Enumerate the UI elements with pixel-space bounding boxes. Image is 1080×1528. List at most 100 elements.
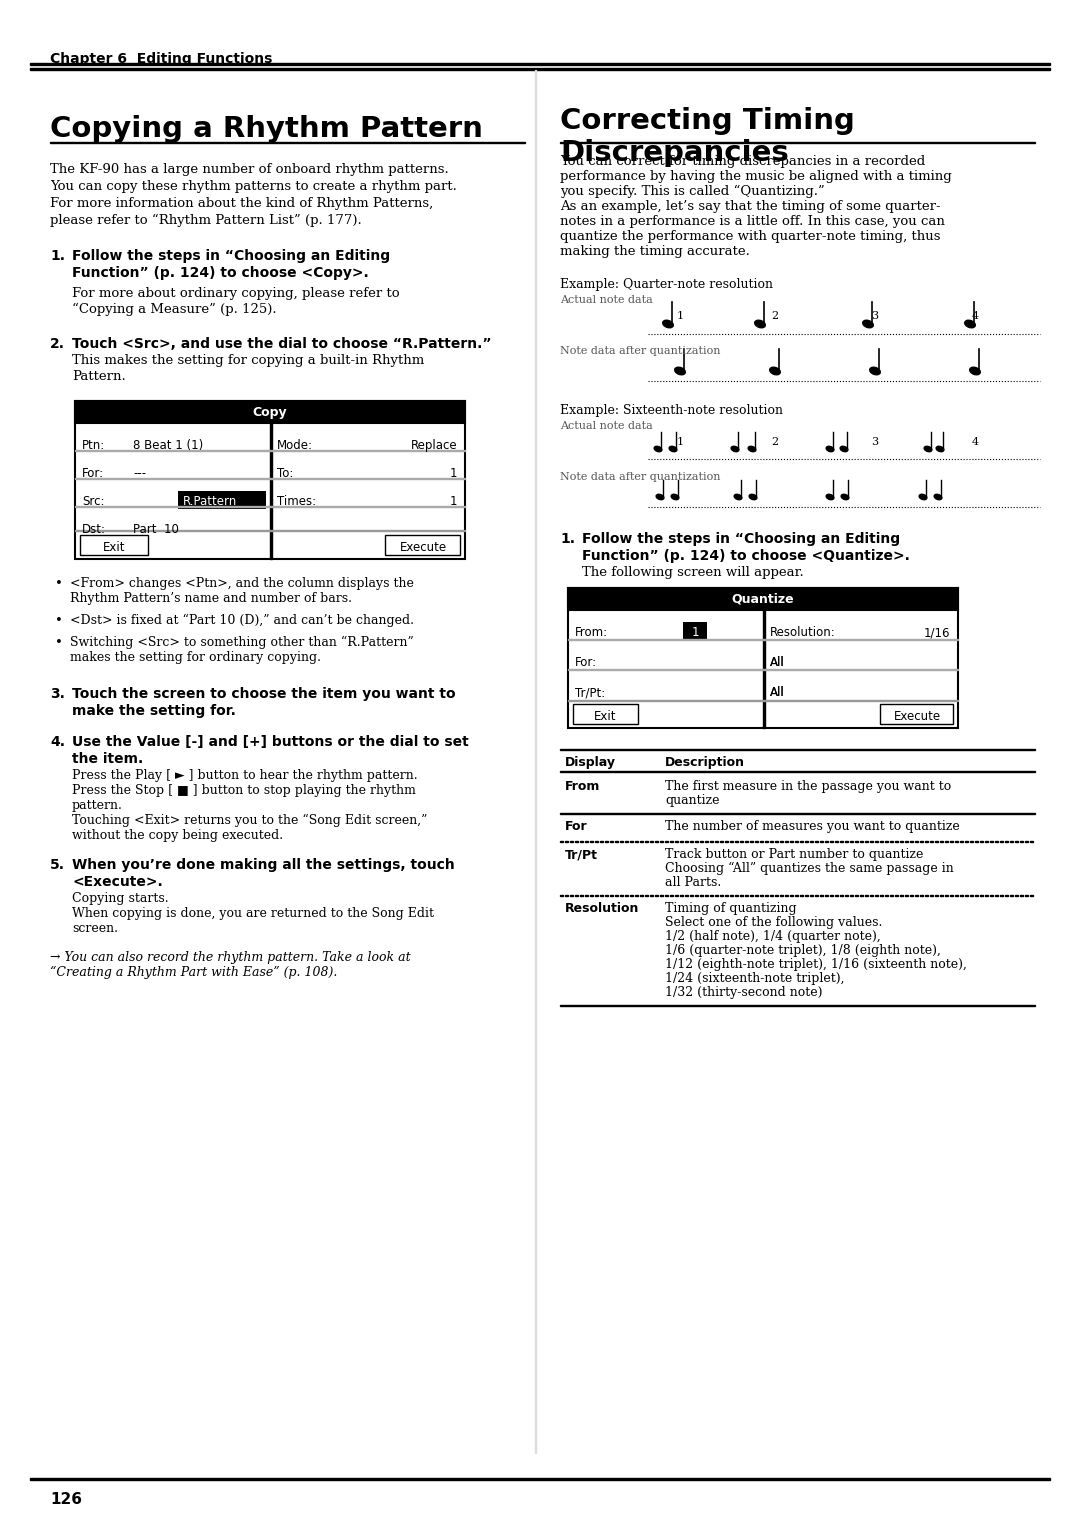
Text: Ptn:: Ptn: bbox=[82, 439, 105, 452]
Text: <Dst> is fixed at “Part 10 (D),” and can’t be changed.: <Dst> is fixed at “Part 10 (D),” and can… bbox=[70, 614, 414, 626]
Text: “Creating a Rhythm Part with Ease” (p. 108).: “Creating a Rhythm Part with Ease” (p. 1… bbox=[50, 966, 337, 979]
Text: Example: Sixteenth-note resolution: Example: Sixteenth-note resolution bbox=[561, 403, 783, 417]
Text: 1/16: 1/16 bbox=[923, 626, 950, 639]
Bar bbox=[75, 400, 465, 423]
Text: Resolution:: Resolution: bbox=[770, 626, 836, 639]
Text: 1/12 (eighth-note triplet), 1/16 (sixteenth note),: 1/12 (eighth-note triplet), 1/16 (sixtee… bbox=[665, 958, 967, 970]
Text: The following screen will appear.: The following screen will appear. bbox=[582, 565, 804, 579]
Ellipse shape bbox=[869, 367, 880, 374]
Text: <From> changes <Ptn>, and the column displays the: <From> changes <Ptn>, and the column dis… bbox=[70, 578, 414, 590]
Text: Tr/Pt: Tr/Pt bbox=[565, 848, 598, 860]
Ellipse shape bbox=[663, 321, 673, 329]
Bar bbox=[762, 610, 765, 727]
Bar bbox=[880, 704, 953, 724]
Ellipse shape bbox=[755, 321, 766, 329]
Text: Select one of the following values.: Select one of the following values. bbox=[665, 915, 882, 929]
Text: 2: 2 bbox=[771, 437, 779, 448]
Ellipse shape bbox=[670, 446, 677, 452]
Text: Execute: Execute bbox=[400, 541, 446, 555]
Text: making the timing accurate.: making the timing accurate. bbox=[561, 244, 750, 258]
Text: Note data after quantization: Note data after quantization bbox=[561, 345, 720, 356]
Text: 1: 1 bbox=[449, 468, 457, 480]
Text: makes the setting for ordinary copying.: makes the setting for ordinary copying. bbox=[70, 651, 321, 665]
Bar bbox=[178, 490, 266, 509]
Text: 4: 4 bbox=[971, 437, 978, 448]
Ellipse shape bbox=[919, 494, 927, 500]
Text: Copying a Rhythm Pattern: Copying a Rhythm Pattern bbox=[50, 115, 483, 144]
Text: Quantize: Quantize bbox=[731, 593, 794, 607]
Text: Chapter 6  Editing Functions: Chapter 6 Editing Functions bbox=[50, 52, 272, 66]
Text: Track button or Part number to quantize: Track button or Part number to quantize bbox=[665, 848, 923, 860]
Bar bbox=[568, 588, 958, 727]
Text: Follow the steps in “Choosing an Editing: Follow the steps in “Choosing an Editing bbox=[72, 249, 390, 263]
Ellipse shape bbox=[964, 321, 975, 329]
Text: performance by having the music be aligned with a timing: performance by having the music be align… bbox=[561, 170, 951, 183]
Ellipse shape bbox=[970, 367, 981, 374]
Text: Times:: Times: bbox=[276, 495, 316, 507]
Text: All: All bbox=[770, 686, 785, 698]
Text: 3: 3 bbox=[872, 312, 878, 321]
Ellipse shape bbox=[936, 446, 944, 452]
Text: ---: --- bbox=[133, 468, 146, 480]
Ellipse shape bbox=[924, 446, 932, 452]
Text: Timing of quantizing: Timing of quantizing bbox=[665, 902, 797, 915]
Text: 1/32 (thirty-second note): 1/32 (thirty-second note) bbox=[665, 986, 823, 999]
Text: 1: 1 bbox=[676, 437, 684, 448]
Bar bbox=[384, 535, 460, 555]
Ellipse shape bbox=[934, 494, 942, 500]
Text: Mode:: Mode: bbox=[276, 439, 313, 452]
Text: 3.: 3. bbox=[50, 688, 65, 701]
Text: R.Pattern: R.Pattern bbox=[183, 495, 238, 507]
Text: notes in a performance is a little off. In this case, you can: notes in a performance is a little off. … bbox=[561, 215, 945, 228]
Text: Follow the steps in “Choosing an Editing: Follow the steps in “Choosing an Editing bbox=[582, 532, 900, 545]
Text: Src:: Src: bbox=[82, 495, 105, 507]
Text: 1: 1 bbox=[691, 626, 699, 639]
Text: Function” (p. 124) to choose <Quantize>.: Function” (p. 124) to choose <Quantize>. bbox=[582, 549, 909, 562]
Text: Switching <Src> to something other than “R.Pattern”: Switching <Src> to something other than … bbox=[70, 636, 414, 649]
Text: screen.: screen. bbox=[72, 921, 118, 935]
Text: For more information about the kind of Rhythm Patterns,: For more information about the kind of R… bbox=[50, 197, 433, 209]
Text: 2: 2 bbox=[771, 312, 779, 321]
Text: •: • bbox=[55, 636, 63, 649]
Text: quantize the performance with quarter-note timing, thus: quantize the performance with quarter-no… bbox=[561, 231, 941, 243]
Text: You can copy these rhythm patterns to create a rhythm part.: You can copy these rhythm patterns to cr… bbox=[50, 180, 457, 193]
Bar bbox=[30, 63, 1050, 66]
Ellipse shape bbox=[675, 367, 686, 374]
Text: without the copy being executed.: without the copy being executed. bbox=[72, 830, 283, 842]
Ellipse shape bbox=[671, 494, 679, 500]
Text: 4: 4 bbox=[971, 312, 978, 321]
Text: Copy: Copy bbox=[253, 406, 287, 419]
Ellipse shape bbox=[750, 494, 757, 500]
Text: Choosing “All” quantizes the same passage in: Choosing “All” quantizes the same passag… bbox=[665, 862, 954, 876]
Text: •: • bbox=[55, 578, 63, 590]
Text: you specify. This is called “Quantizing.”: you specify. This is called “Quantizing.… bbox=[561, 185, 825, 199]
Text: 1/2 (half note), 1/4 (quarter note),: 1/2 (half note), 1/4 (quarter note), bbox=[665, 931, 881, 943]
Text: The first measure in the passage you want to: The first measure in the passage you wan… bbox=[665, 779, 951, 793]
Text: The number of measures you want to quantize: The number of measures you want to quant… bbox=[665, 821, 960, 833]
Text: When you’re done making all the settings, touch: When you’re done making all the settings… bbox=[72, 859, 455, 872]
Text: 2.: 2. bbox=[50, 338, 65, 351]
Text: Pattern.: Pattern. bbox=[72, 370, 125, 384]
Bar bbox=[30, 67, 1050, 70]
Text: 1/24 (sixteenth-note triplet),: 1/24 (sixteenth-note triplet), bbox=[665, 972, 845, 986]
Text: Part  10: Part 10 bbox=[133, 523, 179, 536]
Bar bbox=[573, 704, 638, 724]
Text: make the setting for.: make the setting for. bbox=[72, 704, 235, 718]
Text: For: For bbox=[565, 821, 588, 833]
Text: Touch the screen to choose the item you want to: Touch the screen to choose the item you … bbox=[72, 688, 456, 701]
Text: Touch <Src>, and use the dial to choose “R.Pattern.”: Touch <Src>, and use the dial to choose … bbox=[72, 338, 491, 351]
Ellipse shape bbox=[826, 494, 834, 500]
Ellipse shape bbox=[826, 446, 834, 452]
Text: When copying is done, you are returned to the Song Edit: When copying is done, you are returned t… bbox=[72, 908, 434, 920]
Text: All: All bbox=[770, 656, 785, 669]
Text: 126: 126 bbox=[50, 1491, 82, 1507]
Text: Note data after quantization: Note data after quantization bbox=[561, 472, 720, 481]
Text: please refer to “Rhythm Pattern List” (p. 177).: please refer to “Rhythm Pattern List” (p… bbox=[50, 214, 362, 228]
Text: pattern.: pattern. bbox=[72, 799, 123, 811]
Text: 1: 1 bbox=[449, 495, 457, 507]
Bar bbox=[270, 423, 271, 559]
Bar bbox=[30, 1478, 1050, 1481]
Text: The KF-90 has a large number of onboard rhythm patterns.: The KF-90 has a large number of onboard … bbox=[50, 163, 449, 176]
Ellipse shape bbox=[734, 494, 742, 500]
Text: You can correct for timing discrepancies in a recorded: You can correct for timing discrepancies… bbox=[561, 154, 926, 168]
